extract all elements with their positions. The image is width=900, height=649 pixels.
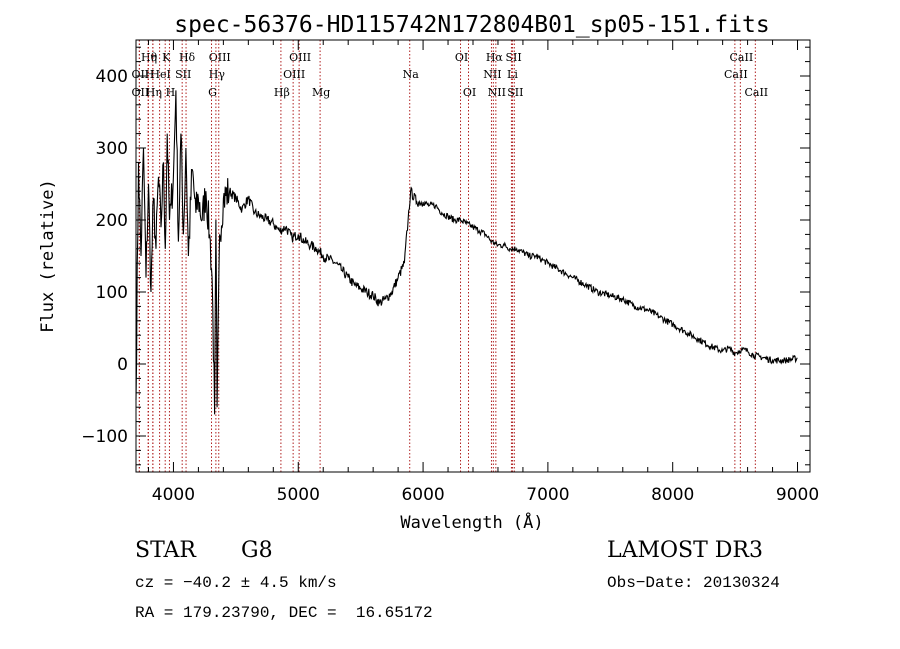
object-subclass: G8 <box>241 538 273 563</box>
x-tick-label: 5000 <box>277 485 320 505</box>
x-tick-label: 8000 <box>651 485 694 505</box>
x-tick-label: 7000 <box>526 485 569 505</box>
line-label: CaII <box>724 68 748 81</box>
line-label: OI <box>455 51 468 64</box>
redshift-readout: cz = −40.2 ± 4.5 km/s <box>135 574 337 592</box>
line-label: K <box>162 51 171 64</box>
line-label: OIII <box>289 51 311 64</box>
x-tick-label: 4000 <box>152 485 195 505</box>
line-label: HeI <box>150 68 170 81</box>
line-label: OIII <box>283 68 305 81</box>
line-label: SII <box>175 68 191 81</box>
survey-label: LAMOST DR3 <box>607 538 763 563</box>
y-tick-label: 0 <box>117 355 128 375</box>
plot-frame <box>135 39 811 473</box>
flux-line <box>135 90 798 415</box>
object-class: STAR <box>135 538 196 563</box>
line-label: Hγ <box>209 68 226 81</box>
line-label: CaII <box>730 51 754 64</box>
x-axis-label: Wavelength (Å) <box>400 511 543 533</box>
x-tick-label: 6000 <box>401 485 444 505</box>
line-label: NII <box>483 68 501 81</box>
line-label: NII <box>488 86 506 99</box>
y-tick-label: 300 <box>96 139 128 159</box>
line-label: Li <box>507 68 518 81</box>
line-label: Na <box>403 68 420 81</box>
y-tick-label: 200 <box>96 211 128 231</box>
y-tick-label: −100 <box>81 427 128 447</box>
line-label: CaII <box>744 86 768 99</box>
y-axis-label: Flux (relative) <box>38 179 58 333</box>
flux-series <box>135 90 798 415</box>
coordinates: RA = 179.23790, DEC = 16.65172 <box>135 604 433 622</box>
line-label: G <box>208 86 217 99</box>
line-label: H <box>166 86 176 99</box>
y-tick-label: 100 <box>96 283 128 303</box>
chart-title: spec-56376-HD115742N172804B01_sp05-151.f… <box>174 12 769 38</box>
line-label: Hη <box>146 86 162 99</box>
line-label: η <box>151 51 158 64</box>
line-label: Mg <box>312 86 330 99</box>
line-label: OI <box>463 86 476 99</box>
line-label: Hδ <box>179 51 196 64</box>
line-label: H <box>145 68 155 81</box>
y-tick-label: 400 <box>96 67 128 87</box>
line-label: Hβ <box>274 86 290 99</box>
line-label: OIII <box>209 51 231 64</box>
x-tick-label: 9000 <box>776 485 819 505</box>
line-label: SII <box>505 51 521 64</box>
line-label: SII <box>507 86 523 99</box>
line-label: Hα <box>486 51 504 64</box>
obs-date: Obs−Date: 20130324 <box>607 574 780 592</box>
line-label: Hθ <box>141 51 158 64</box>
axes: 4000 5000 6000 7000 8000 9000 −100 0 100 200 300 40… <box>81 40 819 505</box>
